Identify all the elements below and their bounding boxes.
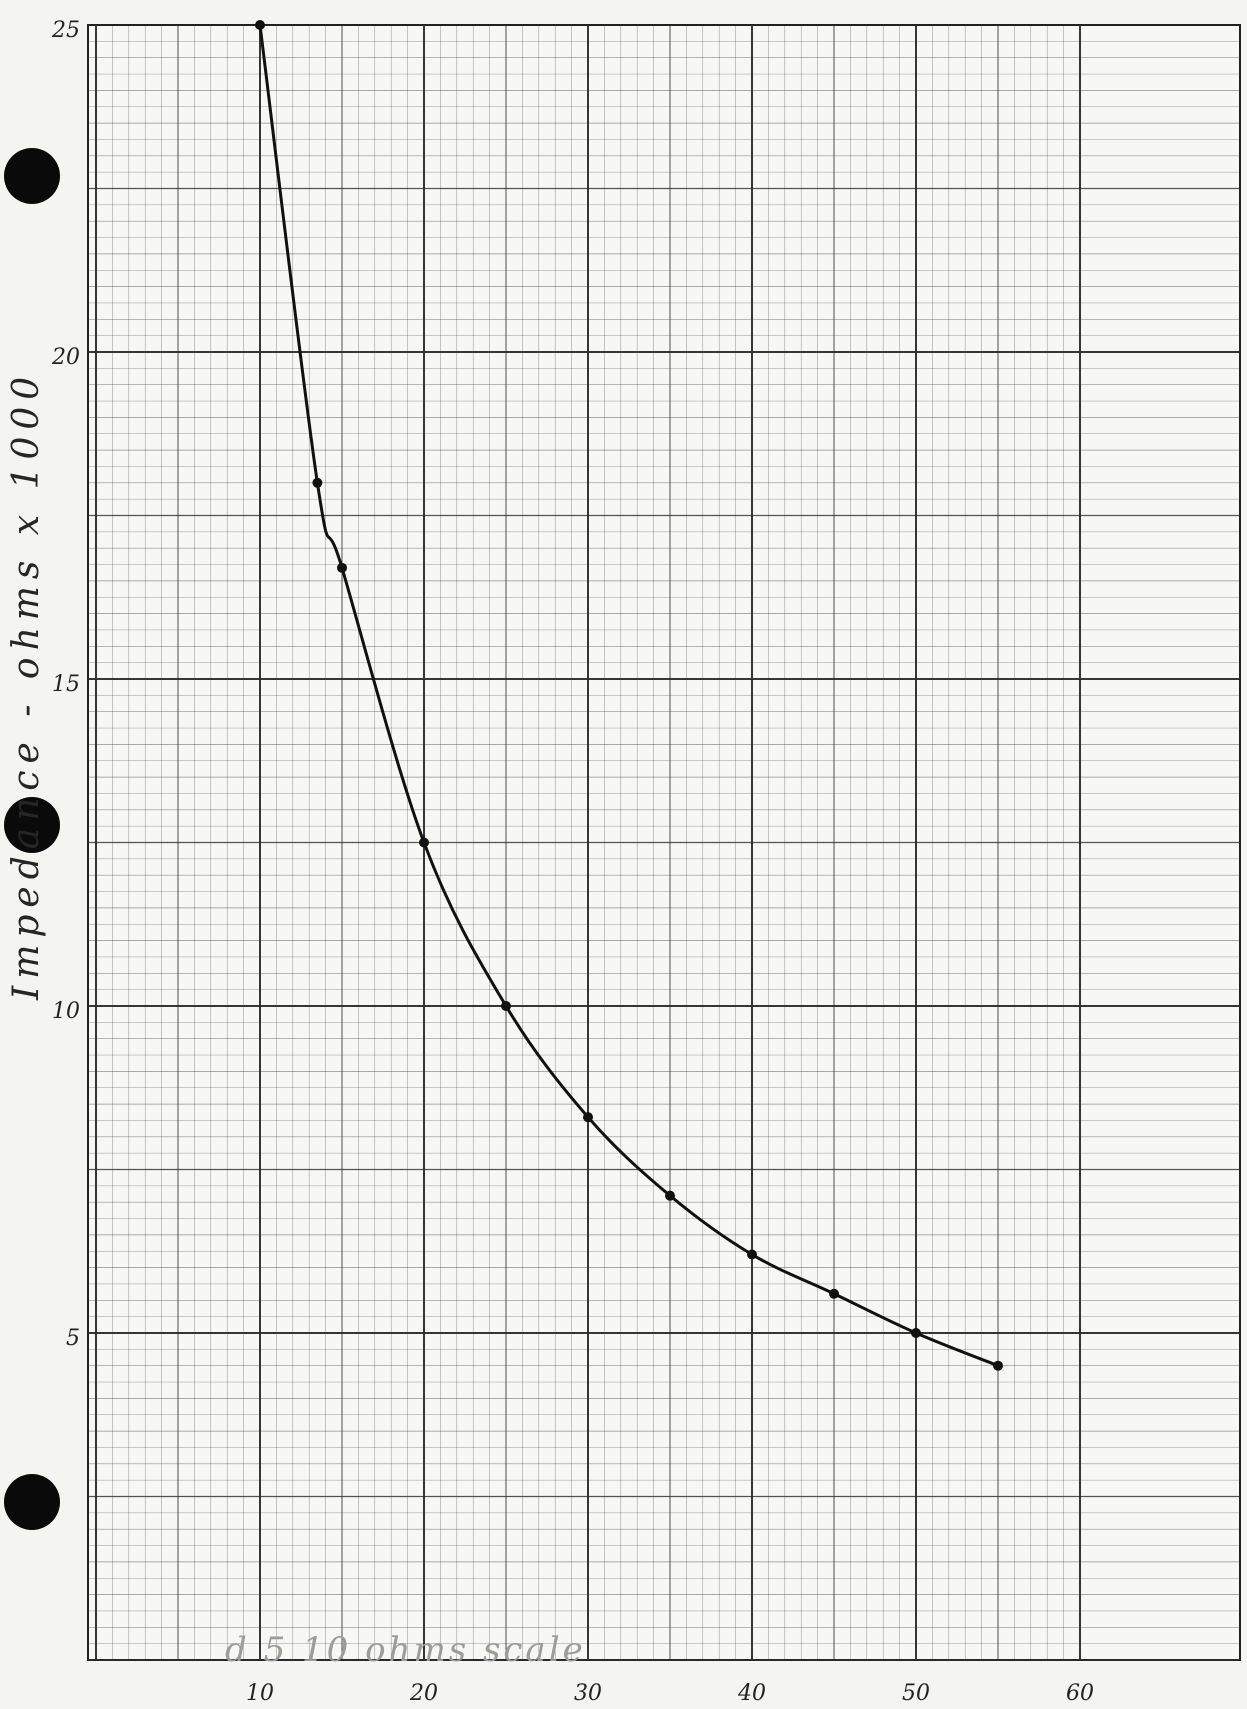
data-point	[501, 1001, 511, 1011]
y-tick-label: 25	[51, 18, 80, 43]
data-point	[747, 1249, 757, 1260]
data-point	[419, 837, 429, 848]
data-point	[993, 1360, 1003, 1371]
y-axis-label: Impedance - ohms x 1000	[6, 369, 47, 1000]
x-tick-label: 60	[1066, 1681, 1094, 1706]
punch-hole-top	[4, 148, 60, 204]
data-point	[829, 1288, 839, 1299]
x-axis-label: d 5 10 ohms scale	[225, 1630, 586, 1670]
x-tick-label: 20	[409, 1681, 438, 1706]
x-tick-label: 10	[246, 1681, 274, 1706]
data-point	[337, 562, 347, 573]
data-point	[255, 20, 265, 30]
data-point	[312, 477, 323, 488]
data-point	[665, 1190, 675, 1201]
data-point	[583, 1112, 593, 1123]
punch-hole-bottom	[4, 1474, 60, 1530]
y-tick-label: 10	[52, 999, 80, 1024]
y-tick-label: 5	[66, 1326, 80, 1351]
chart-grid	[87, 24, 1241, 1661]
data-point	[911, 1328, 921, 1338]
y-tick-label: 15	[52, 672, 80, 697]
y-tick-label: 20	[51, 345, 80, 370]
punch-hole-middle	[4, 797, 60, 853]
data-points	[255, 20, 1003, 1371]
x-tick-label: 50	[902, 1681, 930, 1706]
y-tick-labels: 5 10 15 20 25	[51, 18, 80, 1351]
x-tick-label: 30	[574, 1681, 602, 1706]
x-tick-labels: 10 20 30 40 50 60	[246, 1681, 1094, 1706]
x-tick-label: 40	[737, 1681, 766, 1706]
